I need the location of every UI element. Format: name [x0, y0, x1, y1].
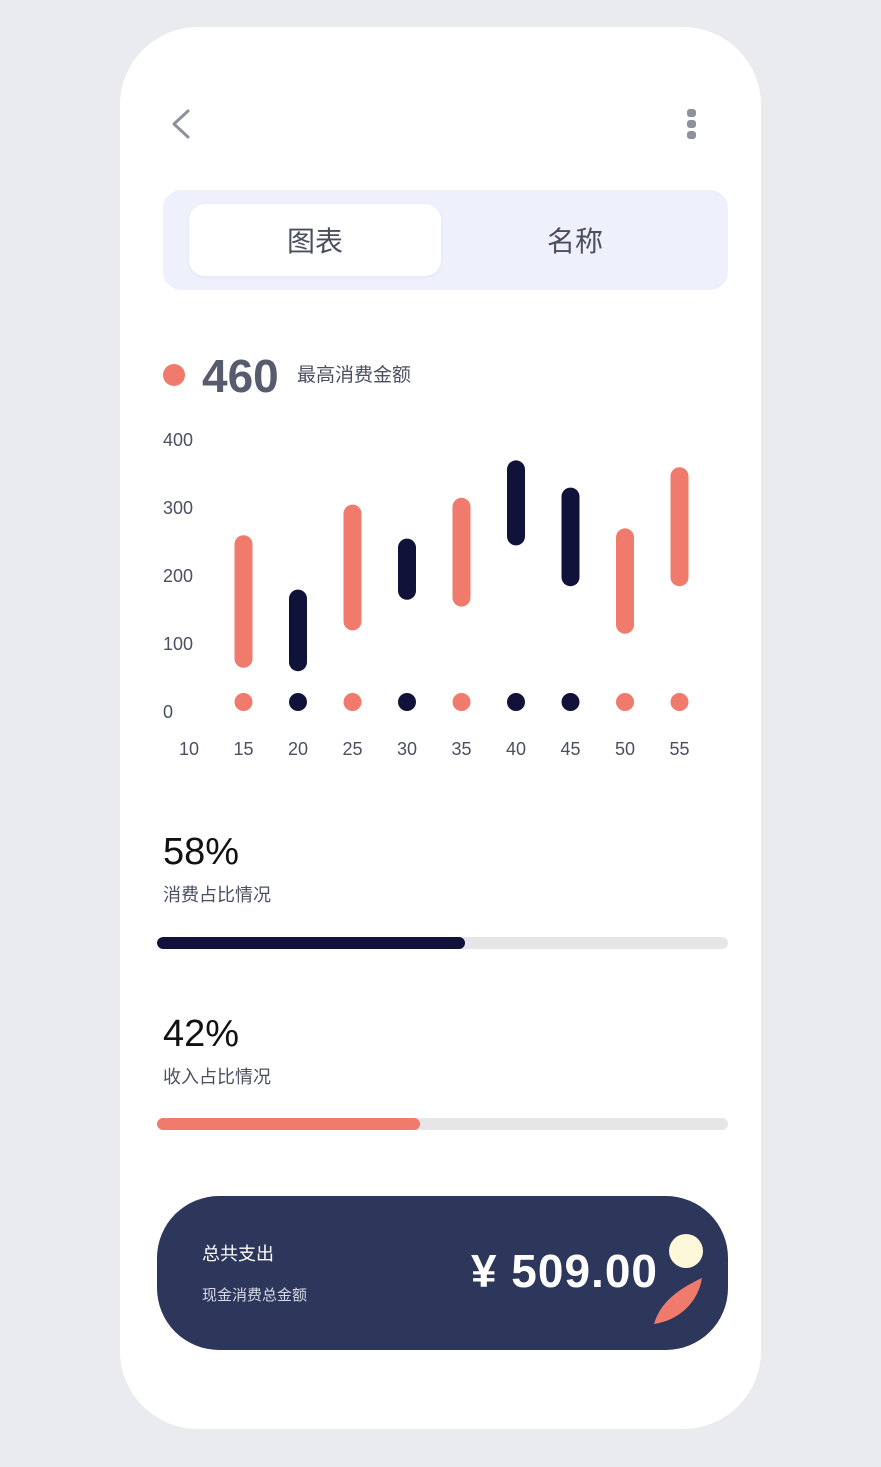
spend-progress-track	[157, 937, 728, 949]
base-dot	[343, 693, 362, 711]
x-tick-label: 35	[451, 739, 471, 759]
total-expense-card[interactable]: 总共支出 现金消费总金额 ¥ 509.00	[157, 1196, 728, 1350]
range-bar[interactable]	[507, 460, 525, 546]
income-ratio-stat: 42% 收入占比情况	[163, 1012, 728, 1090]
range-bar[interactable]	[343, 504, 362, 631]
tab-name[interactable]: 名称	[546, 226, 603, 257]
base-dot	[289, 693, 307, 711]
range-bar[interactable]	[561, 487, 580, 587]
x-tick-label: 55	[669, 739, 689, 759]
decoration-moon-leaf-icon	[654, 1234, 703, 1324]
x-tick-label: 40	[506, 739, 526, 759]
spend-ratio-label: 消费占比情况	[163, 885, 271, 905]
base-dot	[507, 693, 525, 711]
total-expense-amount: ¥ 509.00	[470, 1245, 658, 1297]
segmented-control: 图表 名称	[163, 190, 728, 290]
y-tick-label: 0	[163, 702, 173, 722]
range-bar[interactable]	[616, 528, 634, 634]
y-tick-label: 400	[163, 430, 193, 450]
x-tick-label: 20	[288, 739, 308, 759]
y-tick-label: 300	[163, 498, 193, 518]
x-tick-label: 10	[179, 739, 199, 759]
spend-ratio-percent: 58%	[163, 831, 240, 873]
range-bar-chart: 400 300 200 100 0 10 15 20 25 30 35 40 45 50 55	[163, 430, 690, 759]
base-dot	[398, 693, 416, 711]
summary-headline: 460 最高消费金额	[163, 350, 583, 402]
chevron-left-icon	[172, 109, 190, 139]
range-bar[interactable]	[452, 497, 471, 607]
x-tick-label: 50	[615, 739, 635, 759]
income-progress-track	[157, 1118, 728, 1130]
y-tick-label: 200	[163, 566, 193, 586]
range-bar[interactable]	[289, 589, 307, 672]
base-dot	[234, 693, 253, 711]
more-vertical-icon	[687, 109, 696, 139]
income-progress-fill	[157, 1118, 420, 1130]
max-spend-value: 460	[202, 350, 279, 402]
x-tick-label: 15	[233, 739, 253, 759]
total-expense-subtitle: 现金消费总金额	[202, 1287, 308, 1304]
range-bar[interactable]	[398, 538, 416, 600]
income-ratio-label: 收入占比情况	[163, 1067, 271, 1087]
x-tick-label: 45	[560, 739, 580, 759]
legend-dot	[163, 364, 185, 386]
income-ratio-percent: 42%	[163, 1013, 240, 1055]
spend-progress-fill	[157, 937, 466, 949]
range-bar[interactable]	[670, 467, 689, 587]
total-expense-title: 总共支出	[202, 1244, 274, 1264]
x-tick-label: 30	[397, 739, 417, 759]
tab-chart[interactable]: 图表	[189, 204, 441, 276]
base-dot	[616, 693, 634, 711]
more-options-button[interactable]	[678, 104, 706, 144]
y-tick-label: 100	[163, 634, 193, 654]
base-dot	[670, 693, 689, 711]
range-bar[interactable]	[234, 535, 253, 668]
base-dot	[561, 693, 580, 711]
x-tick-label: 25	[342, 739, 362, 759]
back-button[interactable]	[165, 104, 205, 144]
max-spend-caption: 最高消费金额	[297, 365, 412, 386]
spend-ratio-stat: 58% 消费占比情况	[163, 830, 728, 908]
base-dot	[452, 693, 471, 711]
